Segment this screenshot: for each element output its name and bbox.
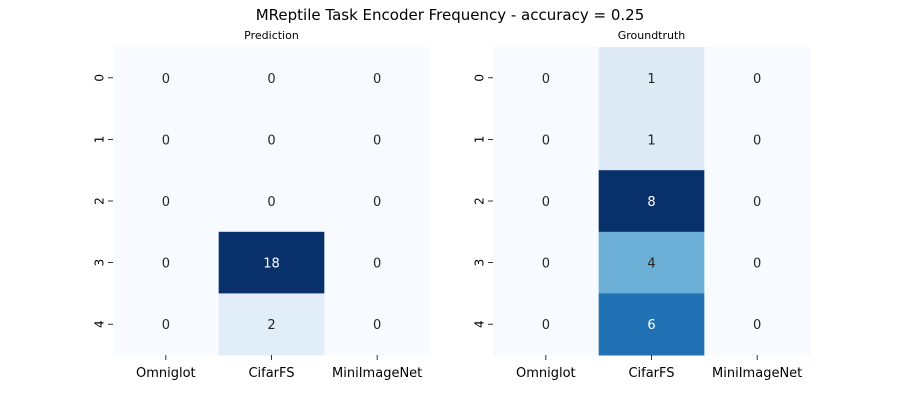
heatmap-panel-groundtruth: Groundtruth 0 1 0 0 1 0 0 8 0 0 4 0 0 6 0 0 1 2 3 4 Omniglot C… bbox=[473, 29, 811, 381]
heatmap-cell bbox=[704, 47, 811, 110]
cell-value-label: 8 bbox=[647, 195, 655, 210]
cell-value-label: 0 bbox=[542, 195, 550, 210]
cell-value-label: 6 bbox=[647, 318, 655, 333]
x-tick-label: Omniglot bbox=[516, 366, 576, 381]
heatmap-cell bbox=[218, 231, 325, 294]
heatmap-cell bbox=[324, 47, 431, 110]
heatmap-cell bbox=[113, 293, 220, 356]
cell-value-label: 0 bbox=[162, 195, 170, 210]
heatmap-cell bbox=[113, 108, 220, 171]
heatmap-cell bbox=[598, 108, 705, 171]
cell-value-label: 0 bbox=[753, 72, 761, 87]
heatmap-cell bbox=[218, 170, 325, 233]
cell-value-label: 0 bbox=[162, 318, 170, 333]
cell-value-label: 0 bbox=[542, 257, 550, 272]
x-tick-label: Omniglot bbox=[136, 366, 196, 381]
cell-value-label: 0 bbox=[162, 133, 170, 148]
heatmap-cell bbox=[598, 231, 705, 294]
heatmap-cell bbox=[493, 108, 600, 171]
cell-value-label: 0 bbox=[373, 318, 381, 333]
cell-value-label: 0 bbox=[373, 72, 381, 87]
panel-title: Prediction bbox=[244, 29, 299, 42]
cell-value-label: 0 bbox=[753, 133, 761, 148]
cell-value-label: 0 bbox=[373, 257, 381, 272]
heatmap-panel-prediction: Prediction 0 0 0 0 0 0 0 0 0 0 18 0 0 2 0 0 1 2 3 4 Omniglot C… bbox=[93, 29, 431, 381]
cell-value-label: 0 bbox=[267, 195, 275, 210]
cell-value-label: 1 bbox=[647, 72, 655, 87]
cell-value-label: 0 bbox=[753, 318, 761, 333]
figure-title: MReptile Task Encoder Frequency - accura… bbox=[256, 6, 645, 24]
panel-title: Groundtruth bbox=[618, 29, 686, 42]
y-tick-label: 4 bbox=[473, 320, 487, 328]
heatmap-cell bbox=[218, 47, 325, 110]
heatmap-cell bbox=[598, 293, 705, 356]
heatmap-cell bbox=[218, 108, 325, 171]
heatmap-cell bbox=[493, 293, 600, 356]
cell-value-label: 4 bbox=[647, 257, 655, 272]
heatmap-cell bbox=[704, 170, 811, 233]
y-tick-label: 2 bbox=[93, 197, 107, 205]
heatmap-cell bbox=[598, 170, 705, 233]
y-tick-label: 0 bbox=[473, 74, 487, 82]
heatmap-cell bbox=[113, 170, 220, 233]
heatmap-cell bbox=[704, 293, 811, 356]
heatmap-cell bbox=[493, 170, 600, 233]
cell-value-label: 18 bbox=[263, 257, 280, 272]
y-tick-label: 1 bbox=[93, 136, 107, 144]
cell-value-label: 0 bbox=[162, 257, 170, 272]
cell-value-label: 0 bbox=[267, 72, 275, 87]
x-tick-label: CifarFS bbox=[248, 366, 294, 381]
heatmap-cell bbox=[324, 293, 431, 356]
cell-value-label: 0 bbox=[753, 195, 761, 210]
y-tick-label: 3 bbox=[473, 259, 487, 267]
cell-value-label: 0 bbox=[267, 133, 275, 148]
cell-value-label: 0 bbox=[753, 257, 761, 272]
cell-value-label: 0 bbox=[162, 72, 170, 87]
heatmap-cell bbox=[113, 47, 220, 110]
y-tick-label: 2 bbox=[473, 197, 487, 205]
heatmap-cell bbox=[324, 231, 431, 294]
y-tick-label: 4 bbox=[93, 320, 107, 328]
cell-value-label: 0 bbox=[373, 133, 381, 148]
y-tick-label: 0 bbox=[93, 74, 107, 82]
heatmap-cell bbox=[324, 108, 431, 171]
heatmap-cell bbox=[493, 47, 600, 110]
heatmap-cell bbox=[324, 170, 431, 233]
cell-value-label: 0 bbox=[373, 195, 381, 210]
x-tick-label: MiniImageNet bbox=[712, 366, 802, 381]
x-tick-label: CifarFS bbox=[628, 366, 674, 381]
heatmap-cell bbox=[598, 47, 705, 110]
heatmap-cell bbox=[704, 108, 811, 171]
cell-value-label: 1 bbox=[647, 133, 655, 148]
heatmap-cell bbox=[218, 293, 325, 356]
y-tick-label: 3 bbox=[93, 259, 107, 267]
cell-value-label: 0 bbox=[542, 72, 550, 87]
heatmap-cell bbox=[704, 231, 811, 294]
x-tick-label: MiniImageNet bbox=[332, 366, 422, 381]
cell-value-label: 0 bbox=[542, 318, 550, 333]
cell-value-label: 2 bbox=[267, 318, 275, 333]
y-tick-label: 1 bbox=[473, 136, 487, 144]
heatmap-cell bbox=[113, 231, 220, 294]
cell-value-label: 0 bbox=[542, 133, 550, 148]
heatmap-cell bbox=[493, 231, 600, 294]
